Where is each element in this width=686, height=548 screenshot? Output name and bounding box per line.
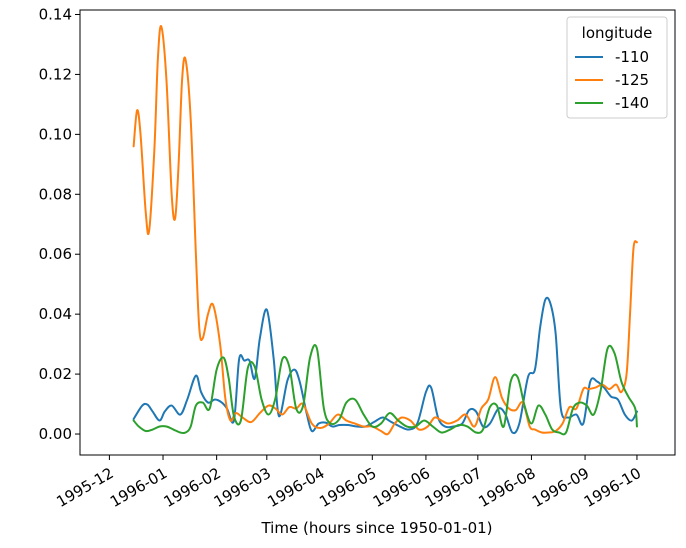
y-tick-label: 0.04	[39, 305, 72, 323]
series-line-125	[132, 25, 638, 436]
x-axis-label: Time (hours since 1950-01-01)	[260, 519, 492, 537]
legend-title: longitude	[582, 24, 653, 42]
y-tick-label: 0.12	[39, 65, 72, 83]
series-line-110	[132, 296, 638, 435]
y-tick-label: 0.14	[39, 5, 72, 23]
legend-label-140: -140	[615, 94, 649, 112]
legend-frame	[566, 16, 668, 119]
y-tick-label: 0.10	[39, 125, 72, 143]
y-tick-label: 0.06	[39, 245, 72, 263]
y-tick-label: 0.02	[39, 365, 72, 383]
y-tick-label: 0.08	[39, 185, 72, 203]
legend: longitude -110 -125 -140	[566, 16, 668, 119]
plot-frame	[79, 9, 676, 456]
legend-label-110: -110	[615, 48, 649, 66]
legend-label-125: -125	[615, 71, 649, 89]
series-line-140	[132, 344, 638, 436]
series-layer	[132, 25, 638, 436]
y-tick-label: 0.00	[39, 425, 72, 443]
